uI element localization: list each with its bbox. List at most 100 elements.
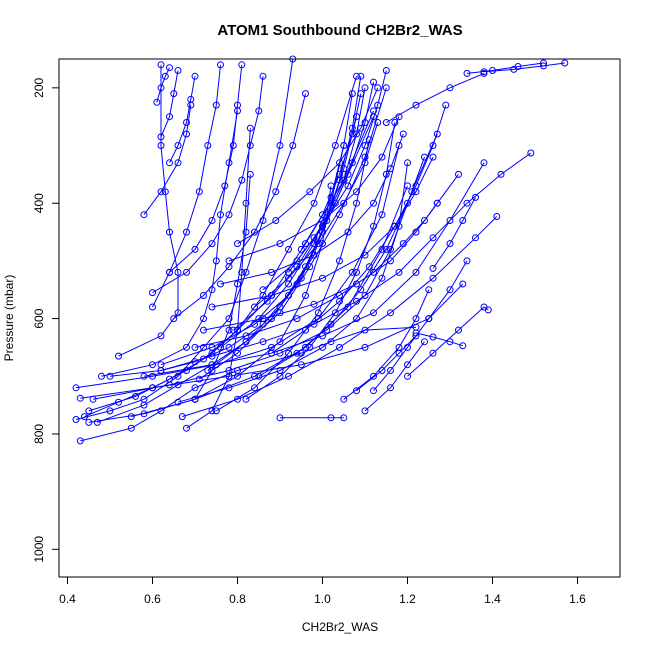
data-point (404, 361, 411, 369)
data-point (378, 153, 386, 161)
data-point (81, 413, 88, 421)
series-line-10 (118, 64, 179, 357)
data-point (149, 289, 156, 297)
series-line-39 (407, 306, 489, 377)
data-point (361, 251, 369, 259)
chart-title: ATOM1 Southbound CH2Br2_WAS (217, 22, 462, 39)
series-line-52 (156, 67, 170, 103)
data-point (391, 119, 399, 126)
series-line-34 (271, 104, 447, 354)
data-point (246, 170, 254, 178)
data-point (336, 343, 343, 351)
data-point (319, 332, 326, 340)
data-point (225, 257, 233, 265)
data-point (310, 320, 318, 328)
data-point (387, 367, 394, 374)
data-point (263, 297, 271, 305)
data-point (374, 119, 382, 126)
y-axis-label: Pressure (mbar) (2, 275, 16, 362)
data-point (370, 222, 377, 230)
data-point (348, 159, 356, 167)
series-line-49 (288, 81, 374, 273)
data-point (336, 297, 343, 305)
data-point (285, 292, 292, 299)
data-point (285, 245, 292, 253)
data-point (425, 315, 433, 323)
x-tick-label: 1.4 (484, 592, 501, 606)
data-point (238, 61, 246, 69)
data-point (404, 343, 411, 351)
data-point (183, 130, 190, 138)
data-point (344, 182, 352, 190)
data-point (489, 67, 496, 74)
data-point (463, 199, 471, 207)
data-point (412, 268, 420, 276)
data-point (157, 407, 165, 415)
data-point (361, 119, 369, 126)
data-point (302, 343, 309, 351)
data-point (259, 72, 267, 80)
data-point (442, 101, 450, 109)
data-point (412, 329, 420, 337)
series-line-33 (258, 156, 425, 377)
data-point (174, 142, 182, 149)
data-point (289, 142, 297, 149)
data-point (217, 343, 224, 351)
data-point (344, 228, 352, 236)
data-point (234, 349, 241, 357)
data-point (246, 142, 254, 149)
series-line-56 (466, 62, 544, 74)
data-point (255, 372, 263, 380)
data-point (370, 199, 377, 207)
data-point (370, 387, 377, 395)
data-point (285, 349, 292, 357)
data-point (217, 61, 224, 69)
data-point (208, 352, 216, 360)
y-axis: 200 400 600 800 1000 (32, 77, 60, 563)
data-point (429, 142, 437, 149)
data-point (433, 199, 441, 207)
data-point (302, 90, 309, 98)
data-point (353, 387, 360, 395)
series-line-40 (432, 197, 476, 269)
data-point (183, 268, 190, 276)
x-tick-label: 1.0 (314, 592, 331, 606)
data-point (480, 69, 488, 77)
x-tick-label: 0.4 (59, 592, 76, 606)
data-point (191, 384, 199, 392)
data-point (115, 352, 122, 360)
x-tick-label: 0.6 (144, 592, 161, 606)
series-line-44 (207, 116, 357, 371)
data-point (259, 338, 267, 346)
data-point (212, 101, 220, 109)
data-point (217, 280, 224, 288)
data-point (183, 343, 190, 351)
data-point (302, 240, 309, 248)
data-point (484, 306, 492, 314)
data-point (297, 245, 305, 253)
data-point (370, 78, 377, 86)
data-point (374, 101, 382, 109)
data-point (353, 315, 360, 323)
data-point (459, 280, 467, 288)
data-point (85, 407, 93, 415)
data-point (357, 72, 365, 80)
data-point (463, 257, 471, 265)
data-point (157, 84, 165, 92)
data-point (268, 349, 275, 357)
data-point (149, 372, 156, 380)
data-point (336, 257, 343, 265)
data-point (157, 332, 165, 340)
data-point (497, 170, 505, 178)
data-point (200, 315, 207, 323)
data-point (429, 264, 437, 272)
data-point (429, 153, 437, 161)
data-point (387, 384, 394, 392)
data-point (187, 95, 195, 103)
data-point (225, 343, 233, 351)
data-point (382, 119, 390, 126)
data-point (293, 257, 301, 265)
data-point (421, 338, 428, 346)
data-point (195, 188, 203, 196)
